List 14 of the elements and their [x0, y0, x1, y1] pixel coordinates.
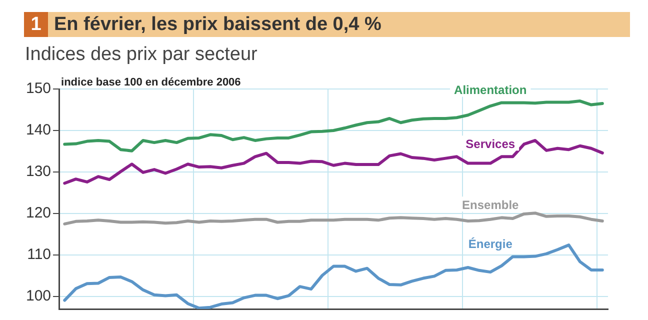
y-axis-title: indice base 100 en décembre 2006: [61, 76, 241, 89]
series-label: Services: [466, 136, 516, 151]
series-label: Énergie: [468, 237, 513, 252]
y-tick-label: 100: [26, 288, 52, 305]
y-tick-label: 150: [26, 80, 52, 98]
chart-subtitle: Indices des prix par secteur: [25, 44, 258, 66]
text: 1: [24, 12, 48, 37]
y-tick-label: 110: [27, 246, 52, 264]
chart-title: En février, les prix baissent de 0,4 %: [54, 14, 382, 36]
y-tick-label: 130: [26, 163, 52, 180]
series-label: Alimentation: [454, 83, 527, 98]
series-label: Ensemble: [462, 198, 520, 212]
y-tick-label: 140: [26, 122, 52, 139]
y-tick-label: 120: [26, 204, 52, 222]
